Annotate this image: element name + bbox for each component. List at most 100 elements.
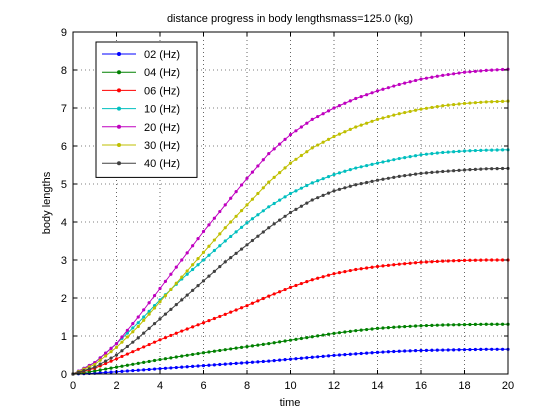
data-point xyxy=(413,154,418,158)
data-point xyxy=(185,251,189,255)
data-point xyxy=(370,119,374,123)
data-point xyxy=(125,352,129,356)
legend-item: 06 (Hz) xyxy=(102,85,180,97)
data-point xyxy=(169,356,173,360)
data-point xyxy=(337,171,342,175)
data-point xyxy=(147,312,151,316)
data-point xyxy=(430,260,434,264)
data-point xyxy=(201,229,206,234)
data-point xyxy=(283,166,287,170)
data-point xyxy=(158,357,162,362)
data-point xyxy=(93,365,97,369)
data-point xyxy=(365,121,369,125)
data-point xyxy=(479,100,483,104)
data-point xyxy=(207,350,211,354)
data-point xyxy=(207,319,211,323)
data-point xyxy=(316,114,320,119)
data-point xyxy=(267,226,271,230)
data-point xyxy=(495,167,499,171)
data-point xyxy=(490,148,494,152)
data-point xyxy=(114,353,119,357)
data-point xyxy=(332,134,336,139)
data-point xyxy=(272,359,276,363)
data-point xyxy=(452,72,456,76)
legend-label: 10 (Hz) xyxy=(144,104,180,116)
data-point xyxy=(283,339,287,343)
data-point xyxy=(294,337,298,341)
data-point xyxy=(152,340,157,344)
data-point xyxy=(163,357,168,361)
data-point xyxy=(348,168,352,172)
data-point xyxy=(131,330,135,334)
x-tick-label: 4 xyxy=(157,380,163,392)
data-point xyxy=(234,214,238,218)
x-tick-label: 8 xyxy=(244,380,250,392)
data-point xyxy=(462,70,467,74)
data-point xyxy=(229,256,233,260)
data-point xyxy=(348,329,352,333)
data-point xyxy=(109,346,113,350)
data-point xyxy=(321,112,325,116)
data-point xyxy=(104,367,108,371)
data-point xyxy=(495,258,499,262)
data-point xyxy=(223,362,227,366)
data-point xyxy=(104,361,108,366)
data-point xyxy=(174,303,178,307)
data-point xyxy=(326,273,331,277)
data-point xyxy=(310,355,314,359)
data-point xyxy=(381,87,385,91)
data-point xyxy=(479,69,483,73)
data-point xyxy=(109,359,113,363)
data-point xyxy=(82,368,86,373)
data-point xyxy=(131,322,135,326)
data-point xyxy=(354,329,358,333)
data-point xyxy=(207,253,211,257)
data-point xyxy=(310,146,314,150)
data-point xyxy=(326,191,331,195)
data-point xyxy=(272,292,276,296)
data-point xyxy=(430,105,434,110)
data-point xyxy=(294,157,298,161)
data-point xyxy=(386,114,390,119)
data-point xyxy=(484,322,488,326)
data-point xyxy=(114,342,119,346)
data-point xyxy=(278,358,282,362)
data-point xyxy=(180,258,184,262)
data-point xyxy=(261,158,265,162)
data-point xyxy=(310,198,314,202)
data-point xyxy=(305,336,309,340)
data-point xyxy=(93,362,97,367)
legend-marker xyxy=(117,161,121,166)
data-point xyxy=(452,259,456,263)
data-point xyxy=(234,251,238,255)
data-point xyxy=(299,125,303,129)
data-point xyxy=(163,336,168,340)
data-point xyxy=(218,362,222,367)
data-point xyxy=(457,348,461,352)
data-point xyxy=(332,106,336,110)
data-point xyxy=(120,354,124,359)
data-point xyxy=(212,269,216,273)
x-axis-label: time xyxy=(280,397,301,409)
data-point xyxy=(343,330,347,334)
data-point xyxy=(403,349,407,353)
data-point xyxy=(120,369,124,373)
data-point xyxy=(196,323,200,327)
data-point xyxy=(174,281,178,285)
data-point xyxy=(288,210,293,215)
data-point xyxy=(332,353,336,357)
data-point xyxy=(370,327,374,331)
data-point xyxy=(207,274,211,278)
data-point xyxy=(468,322,472,327)
data-point xyxy=(185,365,189,369)
data-point xyxy=(435,323,439,327)
data-point xyxy=(479,167,483,171)
data-point xyxy=(191,288,195,292)
data-point xyxy=(288,161,293,165)
y-tick-label: 1 xyxy=(61,331,67,343)
data-point xyxy=(479,322,483,326)
data-point xyxy=(452,323,456,327)
data-point xyxy=(310,335,314,339)
data-point xyxy=(229,220,233,224)
legend-marker xyxy=(117,143,121,147)
